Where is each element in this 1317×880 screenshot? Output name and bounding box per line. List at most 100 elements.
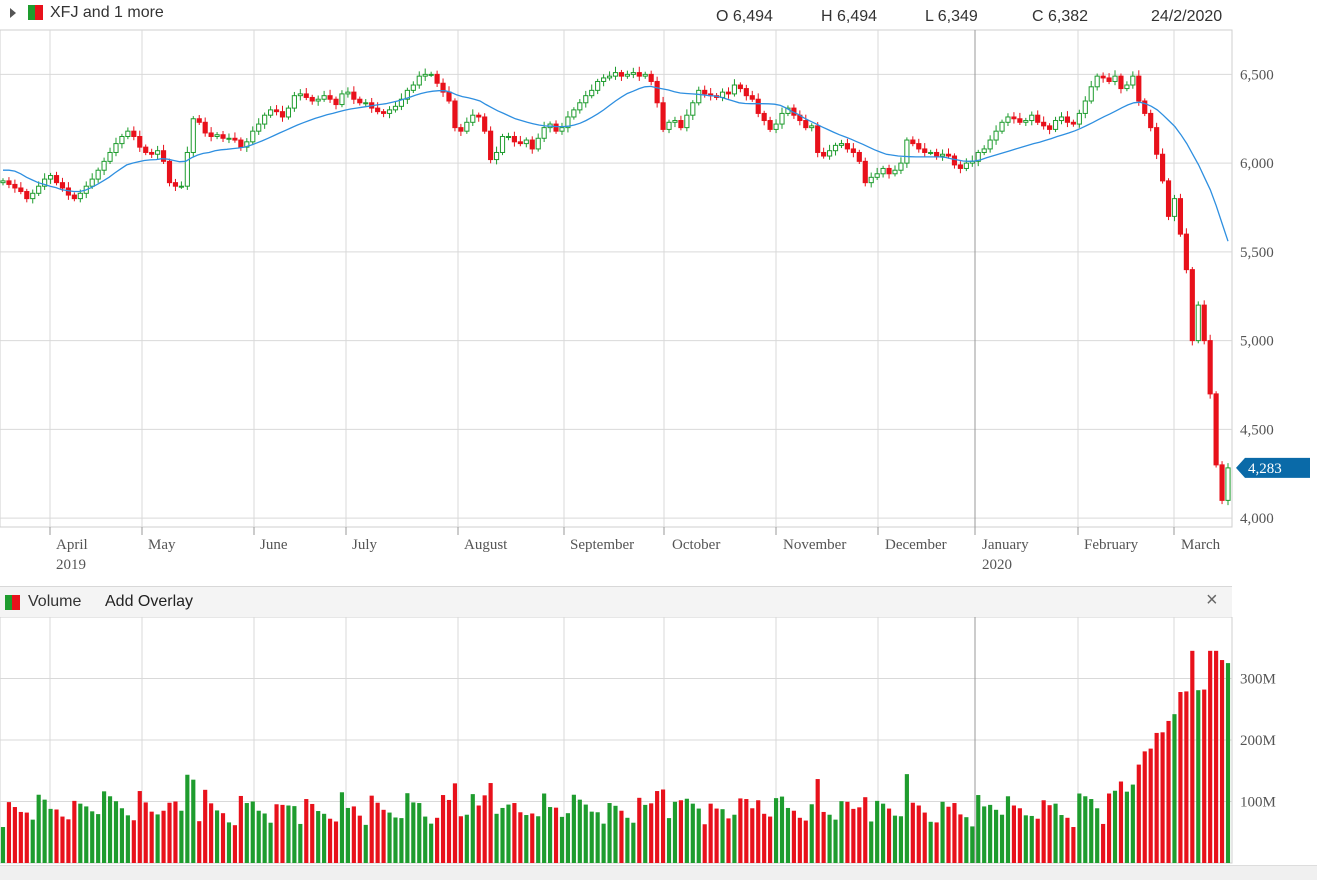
volume-y-tick-label: 300M <box>1240 672 1276 688</box>
volume-bar <box>684 798 689 863</box>
candle-body <box>309 96 315 102</box>
close-icon[interactable]: × <box>1206 589 1218 611</box>
volume-bar <box>999 814 1005 863</box>
volume-bar <box>678 800 683 863</box>
candle <box>327 89 333 103</box>
volume-bar <box>232 825 237 863</box>
candle-body <box>36 185 42 194</box>
candle <box>1177 193 1184 237</box>
volume-bar <box>262 813 267 863</box>
volume-bar <box>238 795 243 863</box>
candle <box>24 188 30 203</box>
candle <box>916 138 922 153</box>
volume-bar <box>696 808 701 863</box>
candle <box>125 127 131 140</box>
candle-body <box>826 150 833 157</box>
candle-body <box>226 137 232 140</box>
candle-body <box>428 73 434 76</box>
volume-bar <box>655 791 660 863</box>
volume-bar <box>268 822 273 863</box>
candle <box>297 89 303 101</box>
candle <box>725 87 732 99</box>
candle <box>666 119 672 134</box>
volume-bar <box>435 817 440 863</box>
candle-body <box>119 136 125 145</box>
x-tick-label: March <box>1181 537 1221 553</box>
candle <box>654 76 660 108</box>
x-tick-label: July <box>352 537 378 553</box>
candle <box>755 93 761 118</box>
y-tick-label: 4,500 <box>1240 422 1274 438</box>
volume-bar <box>84 806 89 863</box>
candle <box>1064 111 1071 128</box>
volume-bar <box>1095 808 1100 863</box>
volume-bar <box>1112 790 1118 863</box>
volume-bar <box>970 826 975 863</box>
volume-bar <box>815 779 820 863</box>
candle-body <box>53 175 60 184</box>
symbol-title[interactable]: XFJ and 1 more <box>50 4 164 21</box>
candle <box>493 146 500 165</box>
candle <box>428 71 434 78</box>
candle <box>963 158 969 172</box>
x-tick-label: May <box>148 537 176 553</box>
volume-bar <box>102 791 107 863</box>
candle-body <box>815 125 821 153</box>
candle <box>12 179 18 193</box>
candle <box>1201 300 1207 345</box>
candle-body <box>773 123 779 130</box>
candle <box>892 165 898 177</box>
candle <box>618 69 625 81</box>
candle-body <box>1017 118 1023 123</box>
volume-bar <box>988 804 993 863</box>
volume-bar <box>548 807 553 863</box>
volume-bar <box>500 807 505 863</box>
candle <box>749 90 755 102</box>
price-chart[interactable]: 4,000 4,500 5,000 5,500 6,000 6,500 April 2019 M… <box>0 0 1317 586</box>
candle-body <box>517 141 523 145</box>
expand-triangle-icon[interactable] <box>10 8 16 18</box>
candle-body <box>636 72 642 77</box>
candle <box>1070 119 1076 127</box>
volume-bar <box>440 795 446 863</box>
candles <box>0 66 1231 506</box>
volume-bar <box>458 816 463 863</box>
candle <box>291 91 297 112</box>
candle-body <box>838 143 845 146</box>
candle-body <box>285 107 292 118</box>
candle <box>1160 148 1166 184</box>
candle-body <box>856 151 862 162</box>
candle-body <box>47 175 54 180</box>
candle-body <box>404 89 410 100</box>
candle-body <box>898 162 904 171</box>
volume-bar <box>976 795 981 863</box>
volume-bar <box>494 813 499 863</box>
candle <box>975 149 981 167</box>
add-overlay-button[interactable]: Add Overlay <box>105 593 194 610</box>
volume-bar <box>714 808 719 863</box>
volume-bar <box>512 803 517 863</box>
volume-chart[interactable]: 100M 200M 300M <box>0 617 1317 867</box>
y-tick-label: 4,000 <box>1240 511 1274 527</box>
volume-bar <box>72 800 77 863</box>
candle <box>434 70 440 87</box>
volume-bar <box>964 817 969 863</box>
volume-swatch-icon <box>5 595 20 610</box>
volume-bar <box>791 810 796 863</box>
candle <box>1088 80 1094 104</box>
volume-bar <box>601 823 606 863</box>
volume-bar <box>559 816 565 863</box>
volume-bar <box>797 817 802 863</box>
volume-bar <box>286 805 291 863</box>
candle <box>482 113 488 134</box>
volume-bar <box>1071 827 1076 863</box>
volume-bar <box>292 806 297 863</box>
candle <box>250 126 256 145</box>
candle <box>1082 96 1088 119</box>
volume-bar <box>702 824 707 863</box>
volume-bar <box>250 801 255 863</box>
candle <box>672 116 678 128</box>
candle-body <box>1100 75 1106 79</box>
volume-bar <box>1136 764 1141 863</box>
bottom-scrollbar[interactable] <box>0 865 1317 880</box>
